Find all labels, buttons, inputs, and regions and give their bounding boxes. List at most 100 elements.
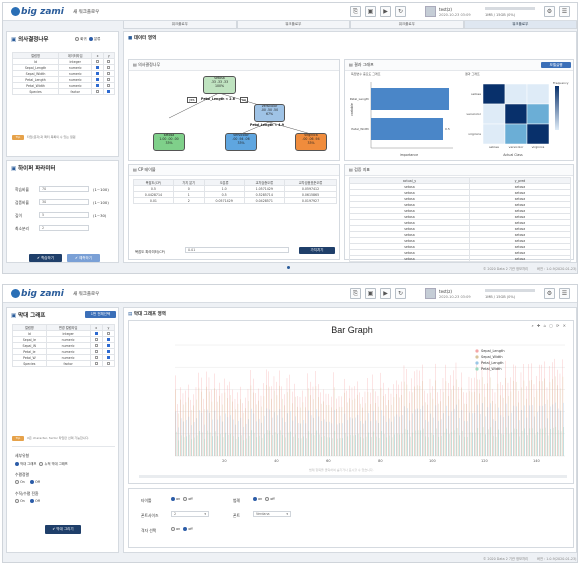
x-checkbox[interactable] [96,89,100,93]
stack-on-radio[interactable] [15,499,19,503]
tree-node-root[interactable]: setosa .33 .33 .33 100% [203,76,236,94]
cell-type[interactable]: factor [45,360,91,367]
app-logo[interactable]: big zami [11,7,64,17]
horizontal-on-radio[interactable] [15,480,19,484]
x-checkbox[interactable] [96,65,100,69]
tree-leaf-virginica[interactable]: virginica .00 .06 .94 33% [295,133,327,151]
mode-classification-radio[interactable] [88,37,93,41]
fontsize-select[interactable]: 2 ▾ [171,511,209,517]
x-checkbox[interactable] [96,83,100,87]
x-checkbox[interactable] [96,71,100,75]
legend-off-radio[interactable] [265,497,270,501]
x-checkbox[interactable] [94,361,98,365]
y-checkbox[interactable] [106,355,110,359]
mode-regression-radio[interactable] [75,37,79,41]
graph-type-stacked-radio[interactable] [39,462,44,466]
legend-label[interactable]: Petal_Length [481,361,503,365]
copy-icon[interactable]: ⎘ [350,6,361,17]
depth-input[interactable]: 5 [39,212,89,218]
menu-icon[interactable]: ☰ [559,6,570,17]
save-icon[interactable]: ▣ [365,288,376,299]
bar-area-panel: ▤ 막대 그래프 영역 ⌕ ✚ ⌂ ◻ ⟳ ✕ Bar Graph 20 40 60… [123,307,577,553]
legend-marker[interactable] [475,349,479,353]
chart-toolbar-icons[interactable]: ⌕ ✚ ⌂ ◻ ⟳ ✕ [531,323,567,328]
table-row[interactable]: Species factor [12,360,116,367]
y-checkbox[interactable] [106,331,110,335]
y-checkbox[interactable] [107,89,111,93]
min-split-input[interactable]: 2 [39,225,89,231]
x-checkbox[interactable] [94,343,98,347]
table-row[interactable]: Sepal_Width numeric [11,70,116,77]
valid-ratio-input[interactable]: 30 [39,199,89,205]
draw-bar-button[interactable]: ✔ 막대 그리기 [45,525,81,534]
graph-type-bar-radio[interactable] [15,462,19,466]
tab-workflow-4[interactable]: 워크플로우 [463,21,577,29]
predict-button[interactable]: ✔ 예측하기 [67,254,100,262]
x-checkbox[interactable] [94,337,98,341]
legend-label[interactable]: Sepal_Width [481,355,503,359]
font-select[interactable]: Verdana ▾ [253,511,291,517]
learn-button[interactable]: ✔ 학습하기 [29,254,62,262]
select-all-button[interactable]: 1번 전체선택 [85,311,116,318]
legend-marker[interactable] [475,361,479,365]
workflow-title: 새 워크플로우 [73,10,100,15]
chart-scrollbar[interactable] [139,475,567,478]
tree-leaf-versicolor[interactable]: versicolor .00 .94 .06 33% [225,133,257,151]
x-checkbox[interactable] [96,59,100,63]
app-logo[interactable]: big zami [11,289,64,299]
y-checkbox[interactable] [106,361,110,365]
menu-icon[interactable]: ☰ [559,288,570,299]
min-split-label: 최소분리 [15,226,29,231]
train-ratio-input[interactable]: 70 [39,186,89,192]
tab-workflow-1[interactable]: 워크플로우 [123,21,237,29]
tree-leaf-setosa[interactable]: setosa 1.00 .00 .00 33% [153,133,185,151]
tab-workflow-2[interactable]: 워크플로우 [236,21,350,29]
title-off-radio[interactable] [183,497,188,501]
title-on-radio[interactable] [171,497,175,501]
cp-param-input[interactable]: 0.01 [185,247,289,253]
cp-table: 복잡도(CP) 가지 분기 오분류 교차검증오류 교차검증표준오류 0.5 0 1.0 1.0… [133,179,338,204]
tree-node-internal[interactable]: versicolor .00 .50 .50 67% [254,104,285,122]
prune-button[interactable]: 가지치기 [299,247,335,254]
table-row[interactable]: Petal_W numeric [12,354,116,361]
y-checkbox[interactable] [106,337,110,341]
legend-label[interactable]: Petal_Width [481,367,502,371]
legend-marker[interactable] [475,355,479,359]
y-checkbox[interactable] [107,65,111,69]
x-tick-label: 120 [481,459,488,463]
copy-icon[interactable]: ⎘ [350,288,361,299]
refresh-icon[interactable]: ↻ [395,6,406,17]
y-checkbox[interactable] [107,71,111,75]
refresh-icon[interactable]: ↻ [395,288,406,299]
grid-on-radio[interactable] [171,527,175,531]
grid-off-radio[interactable] [183,527,188,531]
save-icon[interactable]: ▣ [365,6,376,17]
cp-table-panel: ▤ CP 테이블 복잡도(CP) 가지 분기 오분류 교차검증오류 교차검증표준오류 0… [128,164,340,260]
y-checkbox[interactable] [107,83,111,87]
model-run-button[interactable]: 모델실행 [541,62,571,68]
page-dot[interactable] [287,266,290,269]
settings-icon[interactable]: ⚙ [544,6,555,17]
panel-icon: ■ [128,36,134,41]
legend-on-radio[interactable] [253,497,257,501]
x-checkbox[interactable] [94,355,98,359]
stack-off-radio[interactable] [30,499,34,503]
table-row[interactable]: Species factor [11,88,116,95]
play-icon[interactable]: ▶ [380,288,391,299]
y-checkbox[interactable] [106,349,110,353]
horizontal-off-radio[interactable] [30,480,34,484]
grid-option-group: on off [171,527,193,531]
x-checkbox[interactable] [94,331,98,335]
tab-workflow-3[interactable]: 워크플로우 [350,21,464,29]
settings-icon[interactable]: ⚙ [544,288,555,299]
avatar[interactable] [425,6,436,17]
y-checkbox[interactable] [107,59,111,63]
play-icon[interactable]: ▶ [380,6,391,17]
x-checkbox[interactable] [94,349,98,353]
y-checkbox[interactable] [107,77,111,81]
legend-label[interactable]: Sepal_Length [481,349,505,353]
avatar[interactable] [425,288,436,299]
legend-marker[interactable] [475,367,479,371]
x-checkbox[interactable] [96,77,100,81]
y-checkbox[interactable] [106,343,110,347]
